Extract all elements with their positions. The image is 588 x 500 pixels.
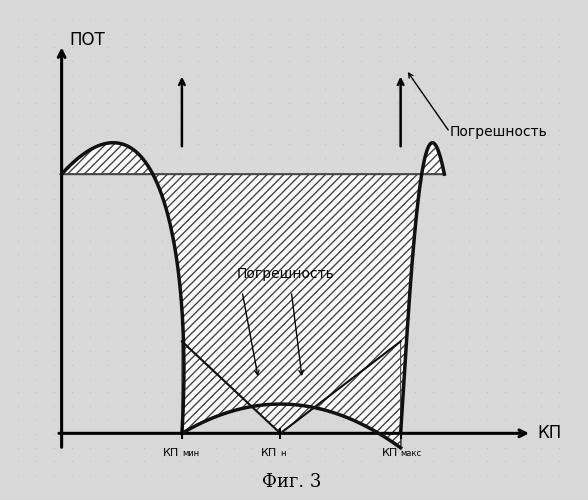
Text: Погрешность: Погрешность <box>450 126 547 140</box>
Text: КП: КП <box>537 424 562 442</box>
Text: КП: КП <box>261 448 278 458</box>
Text: КП: КП <box>382 448 398 458</box>
Text: н: н <box>280 449 286 458</box>
Text: мин: мин <box>182 449 199 458</box>
Text: ПОТ: ПОТ <box>70 30 106 48</box>
Polygon shape <box>62 142 445 448</box>
Polygon shape <box>182 342 400 448</box>
Text: Фиг. 3: Фиг. 3 <box>262 473 321 491</box>
Text: КП: КП <box>163 448 179 458</box>
Text: макс: макс <box>400 449 422 458</box>
Text: Погрешность: Погрешность <box>236 268 335 281</box>
